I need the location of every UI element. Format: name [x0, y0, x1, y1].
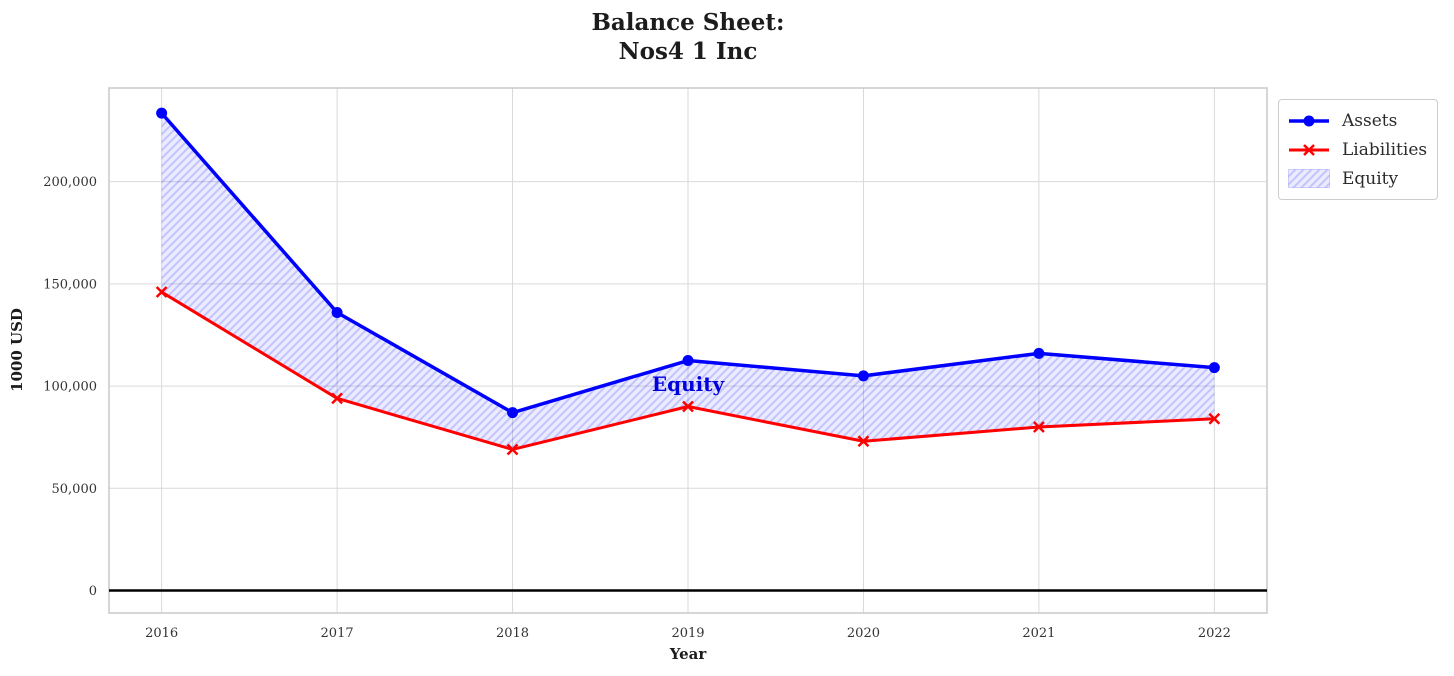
x-tick-label: 2016: [145, 626, 178, 641]
x-tick-label: 2022: [1198, 626, 1231, 641]
assets-marker: [1033, 347, 1045, 359]
liabilities-marker: [682, 400, 694, 413]
y-tick-label: 50,000: [52, 482, 98, 497]
chart-title: Balance Sheet: Nos4 1 Inc: [591, 9, 785, 65]
assets-marker: [331, 306, 343, 318]
x-tick-label: 2020: [847, 626, 880, 641]
y-tick-label: 100,000: [43, 380, 97, 395]
legend-item-assets: Assets: [1288, 106, 1427, 135]
liabilities-marker: [857, 435, 870, 448]
legend-label-equity: Equity: [1342, 168, 1399, 189]
assets-marker: [156, 107, 168, 119]
x-axis-label: Year: [669, 645, 707, 663]
y-tick-label: 200,000: [43, 175, 97, 190]
liabilities-marker: [506, 443, 519, 456]
liabilities-marker: [155, 286, 168, 298]
x-tick-label: 2018: [496, 626, 529, 641]
assets-line-icon: [1289, 115, 1329, 126]
assets-marker: [682, 355, 694, 367]
y-tick-label: 0: [89, 584, 97, 599]
liabilities-marker: [331, 392, 343, 405]
liabilities-line-icon: [1289, 143, 1329, 156]
x-tick-label: 2019: [671, 626, 704, 641]
assets-marker: [1208, 362, 1220, 374]
x-tick-label: 2021: [1022, 626, 1055, 641]
legend-label-liabilities: Liabilities: [1342, 139, 1428, 160]
y-tick-label: 150,000: [43, 277, 97, 292]
liabilities-marker: [1208, 412, 1221, 425]
x-tick-label: 2017: [321, 626, 354, 641]
assets-marker: [507, 407, 519, 419]
liabilities-marker: [1033, 421, 1045, 433]
y-axis-label: 1000 USD: [8, 308, 26, 392]
equity-area-annotation: Equity: [651, 372, 725, 397]
legend-item-equity: Equity: [1288, 164, 1427, 193]
assets-marker: [857, 370, 869, 382]
plot-border: [108, 87, 1268, 614]
equity-hatch-icon: [1288, 169, 1330, 188]
legend: Assets Liabilities Equity: [1278, 99, 1439, 200]
legend-item-liabilities: Liabilities: [1288, 135, 1427, 164]
legend-label-assets: Assets: [1342, 110, 1398, 131]
